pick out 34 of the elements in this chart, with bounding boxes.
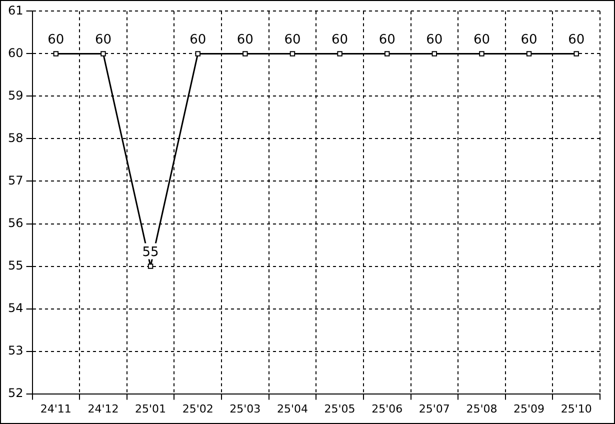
y-tick-label: 60 <box>8 46 24 60</box>
data-label: 60 <box>236 32 254 48</box>
data-label: 60 <box>473 32 490 48</box>
y-tick-label: 59 <box>8 88 24 102</box>
y-tick-label: 53 <box>8 343 24 358</box>
data-label: 60 <box>48 32 64 48</box>
x-tick-label: 25'02 <box>182 402 214 416</box>
data-label: 55 <box>142 245 159 260</box>
x-tick-label: 25'09 <box>514 402 545 416</box>
y-tick-label: 55 <box>8 258 24 272</box>
x-tick-label: 25'07 <box>418 402 450 416</box>
x-tick-label: 25'05 <box>324 402 356 416</box>
data-label: 60 <box>94 32 112 48</box>
x-tick-label: 25'04 <box>276 402 308 416</box>
data-label: 60 <box>284 32 301 48</box>
y-tick-label: 61 <box>8 3 24 18</box>
data-label: 60 <box>332 32 348 48</box>
data-label: 60 <box>378 32 396 48</box>
y-tick-label: 56 <box>8 216 24 230</box>
y-tick-label: 52 <box>8 386 24 400</box>
data-label: 60 <box>426 32 443 48</box>
data-label: 60 <box>568 32 585 48</box>
x-tick-label: 25'10 <box>560 402 592 416</box>
x-tick-label: 25'01 <box>135 402 166 416</box>
y-tick-label: 54 <box>8 300 24 315</box>
data-label: 60 <box>190 32 206 48</box>
y-tick-label: 57 <box>8 173 24 188</box>
x-tick-label: 25'03 <box>230 402 261 416</box>
x-tick-label: 24'11 <box>40 402 72 416</box>
x-tick-label: 24'12 <box>88 402 119 416</box>
x-tick-label: 25'08 <box>466 402 498 416</box>
x-tick-label: 25'06 <box>372 402 403 416</box>
data-label: 60 <box>520 32 538 48</box>
y-tick-label: 58 <box>8 130 24 145</box>
